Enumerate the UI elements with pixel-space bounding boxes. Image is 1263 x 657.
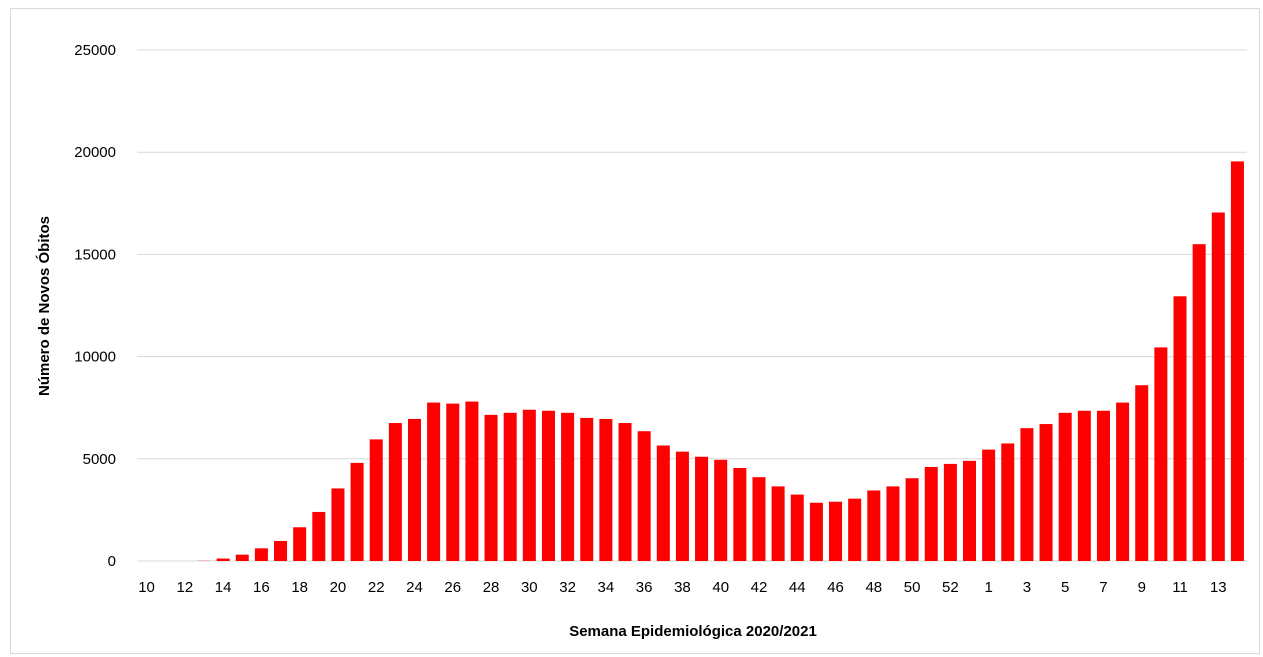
x-tick-label: 28 — [483, 579, 500, 596]
x-tick-label: 48 — [865, 579, 882, 596]
bar-week-29-19 — [503, 412, 517, 561]
bar-week-52-42 — [943, 463, 957, 561]
bar-week-14-4 — [216, 558, 230, 561]
x-tick-label: 5 — [1061, 579, 1069, 596]
bar-week-5-48 — [1058, 412, 1072, 561]
bar-week-10-53 — [1154, 347, 1168, 561]
bar-week-49-39 — [886, 486, 900, 561]
bar-week-20-10 — [331, 488, 345, 561]
bar-week-11-54 — [1173, 296, 1187, 561]
x-tick-label: 34 — [598, 579, 615, 596]
bar-week-6-49 — [1077, 410, 1091, 561]
bar-week-21-11 — [350, 462, 364, 561]
y-axis-title: Número de Novos Óbitos — [35, 216, 53, 396]
bar-week-13-56 — [1211, 212, 1225, 562]
x-tick-label: 42 — [751, 579, 768, 596]
y-tick-label: 10000 — [74, 349, 116, 366]
bar-week-43-33 — [771, 486, 785, 561]
x-tick-label: 10 — [138, 579, 155, 596]
bar-week-9-52 — [1135, 385, 1149, 561]
y-tick-label: 15000 — [74, 246, 116, 263]
bar-week-36-26 — [637, 431, 651, 561]
bar-week-37-27 — [656, 445, 670, 561]
bar-week-31-21 — [541, 410, 555, 561]
bar-week-8-51 — [1116, 402, 1130, 561]
bars — [197, 161, 1244, 562]
x-tick-label: 7 — [1099, 579, 1107, 596]
x-tick-label: 11 — [1172, 579, 1188, 596]
bar-week-42-32 — [752, 477, 766, 561]
bar-week-53-43 — [962, 460, 977, 561]
bar-week-19-9 — [312, 511, 326, 561]
bar-week-1-44 — [982, 449, 996, 561]
bar-week-46-36 — [829, 501, 843, 561]
x-axis-ticks: 10 12 14 16 18 20 22 24 26 28 30 32 34 36 38 40 42 44 46 48… — [138, 579, 1226, 596]
x-tick-label: 9 — [1138, 579, 1146, 596]
bar-week-7-50 — [1096, 410, 1110, 561]
x-tick-label: 12 — [177, 579, 194, 596]
bar-week-38-28 — [675, 451, 689, 561]
bar-week-17-7 — [274, 540, 288, 561]
x-tick-label: 18 — [291, 579, 308, 596]
bar-week-35-25 — [618, 423, 632, 561]
x-axis-title: Semana Epidemiológica 2020/2021 — [569, 623, 817, 640]
x-tick-label: 40 — [712, 579, 729, 596]
bar-week-28-18 — [484, 414, 498, 561]
x-tick-label: 13 — [1210, 579, 1227, 596]
bar-week-16-6 — [254, 548, 268, 561]
x-tick-label: 30 — [521, 579, 538, 596]
y-tick-label: 0 — [108, 553, 116, 570]
bar-week-27-17 — [465, 401, 479, 561]
bar-week-33-23 — [580, 417, 594, 561]
x-tick-label: 24 — [406, 579, 423, 596]
bar-week-51-41 — [924, 466, 938, 561]
bar-week-41-31 — [733, 467, 747, 561]
bar-week-50-40 — [905, 478, 919, 561]
bar-week-14-57 — [1230, 161, 1244, 561]
x-tick-label: 16 — [253, 579, 270, 596]
bar-week-18-8 — [293, 527, 307, 561]
x-tick-label: 46 — [827, 579, 844, 596]
y-tick-label: 20000 — [74, 144, 116, 161]
bar-week-3-46 — [1020, 428, 1034, 561]
x-tick-label: 3 — [1023, 579, 1031, 596]
y-tick-label: 25000 — [74, 42, 116, 59]
bar-week-48-38 — [867, 490, 881, 561]
bar-week-32-22 — [561, 412, 575, 561]
bar-week-22-12 — [369, 439, 383, 561]
bar-week-44-34 — [790, 494, 804, 561]
x-tick-label: 22 — [368, 579, 385, 596]
x-tick-label: 36 — [636, 579, 653, 596]
bar-week-12-55 — [1192, 244, 1206, 561]
chart-frame — [10, 8, 1260, 654]
x-tick-label: 52 — [942, 579, 959, 596]
bar-week-30-20 — [522, 409, 536, 561]
x-tick-label: 14 — [215, 579, 232, 596]
x-tick-label: 38 — [674, 579, 691, 596]
bar-week-23-13 — [388, 423, 402, 561]
bar-week-47-37 — [848, 498, 862, 561]
bar-week-40-30 — [714, 459, 728, 561]
bar-week-4-47 — [1039, 424, 1053, 561]
x-tick-label: 50 — [904, 579, 921, 596]
y-tick-label: 5000 — [83, 451, 116, 468]
x-tick-label: 32 — [559, 579, 576, 596]
bar-week-2-45 — [1001, 443, 1015, 561]
x-tick-label: 20 — [330, 579, 347, 596]
x-tick-label: 44 — [789, 579, 806, 596]
bar-week-39-29 — [695, 456, 709, 561]
x-tick-label: 26 — [444, 579, 461, 596]
bar-week-24-14 — [407, 418, 422, 561]
bar-week-25-15 — [427, 402, 441, 561]
y-axis-ticks: 0 5000 10000 15000 20000 25000 — [74, 42, 116, 570]
x-tick-label: 1 — [984, 579, 992, 596]
bar-week-45-35 — [809, 502, 823, 561]
bar-week-26-16 — [446, 403, 460, 561]
bar-week-34-24 — [599, 418, 613, 561]
bar-week-15-5 — [235, 554, 249, 561]
